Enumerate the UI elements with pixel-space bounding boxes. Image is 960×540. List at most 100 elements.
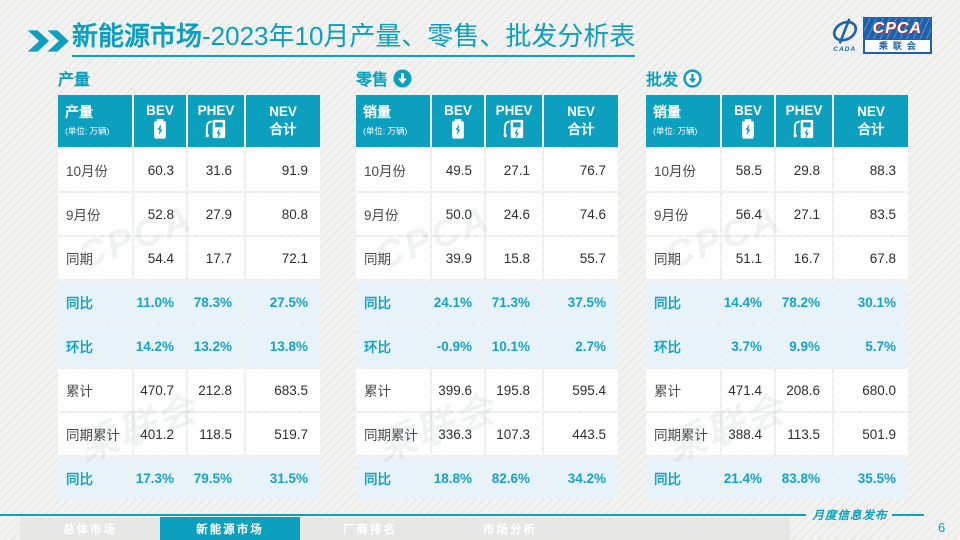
row-label: 10月份 xyxy=(356,149,430,191)
nev-column-label-line1: NEV xyxy=(857,104,885,120)
nev-value: 443.5 xyxy=(544,413,618,455)
bev-value: 14.2% xyxy=(134,325,186,367)
header-phev-cell: PHEV xyxy=(486,95,542,147)
battery-icon xyxy=(742,119,754,139)
table-row: 同比 11.0% 78.3% 27.5% xyxy=(58,281,320,323)
nev-value: 91.9 xyxy=(246,149,320,191)
phev-value: 24.6 xyxy=(486,193,542,235)
nev-value: 31.5% xyxy=(246,457,320,499)
tab-market-analysis[interactable]: 市场分析 xyxy=(483,523,537,536)
header-bev-cell: BEV xyxy=(432,95,484,147)
phev-value: 9.9% xyxy=(776,325,832,367)
cpca-label: CPCA xyxy=(862,17,932,40)
table-row: 同期 39.9 15.8 55.7 xyxy=(356,237,618,279)
section-title: 批发 xyxy=(646,67,908,89)
bev-value: 399.6 xyxy=(432,369,484,411)
phev-value: 82.6% xyxy=(486,457,542,499)
header-bev-cell: BEV xyxy=(134,95,186,147)
title-rest: -2023年10月产量、零售、批发分析表 xyxy=(202,21,636,51)
row-label: 10月份 xyxy=(58,149,132,191)
bev-value: 21.4% xyxy=(722,457,774,499)
charging-station-icon xyxy=(793,119,814,139)
nev-value: 519.7 xyxy=(246,413,320,455)
bev-value: 3.7% xyxy=(722,325,774,367)
cpca-subtitle: 乘联会 xyxy=(862,39,932,55)
table-row: 同期累计 388.4 113.5 501.9 xyxy=(646,413,908,455)
row-label: 9月份 xyxy=(356,193,430,235)
nev-value: 680.0 xyxy=(834,369,908,411)
phev-value: 113.5 xyxy=(776,413,832,455)
bev-column-label: BEV xyxy=(734,103,762,118)
retail-table-section: 零售 销量 (单位: 万辆) BEV PHEV xyxy=(356,67,618,502)
table-body: 10月份 49.5 27.1 76.7 9月份 50.0 24.6 74.6 同期 39.9 15.… xyxy=(356,149,618,499)
table-body: 10月份 58.5 29.8 88.3 9月份 56.4 27.1 83.5 同期 51.1 16.… xyxy=(646,149,908,499)
table-header: 产量 (单位: 万辆) BEV PHEV xyxy=(58,95,320,147)
bev-value: 60.3 xyxy=(134,149,186,191)
row-label: 同比 xyxy=(646,281,720,323)
battery-icon xyxy=(154,119,166,139)
tab-manufacturer-ranking[interactable]: 厂商排名 xyxy=(343,523,397,536)
tab-overall-market[interactable]: 总体市场 xyxy=(63,523,117,536)
phev-value: 27.9 xyxy=(188,193,244,235)
table-row: 同期累计 401.2 118.5 519.7 xyxy=(58,413,320,455)
phev-value: 195.8 xyxy=(486,369,542,411)
nev-value: 72.1 xyxy=(246,237,320,279)
nev-value: 2.7% xyxy=(544,325,618,367)
nev-value: 595.4 xyxy=(544,369,618,411)
bev-value: 14.4% xyxy=(722,281,774,323)
row-label: 同期累计 xyxy=(646,413,720,455)
nev-value: 13.8% xyxy=(246,325,320,367)
nev-column-label-line2: 合计 xyxy=(857,122,885,137)
table-row: 环比 14.2% 13.2% 13.8% xyxy=(58,325,320,367)
header-metric-label: 销量 xyxy=(653,104,681,120)
nev-value: 88.3 xyxy=(834,149,908,191)
phev-value: 78.2% xyxy=(776,281,832,323)
row-label: 同比 xyxy=(356,457,430,499)
row-label: 同期 xyxy=(356,237,430,279)
header-metric-cell: 销量 (单位: 万辆) xyxy=(356,95,430,147)
nev-value: 74.6 xyxy=(544,193,618,235)
row-label: 同比 xyxy=(58,281,132,323)
header-metric-label: 产量 xyxy=(65,104,93,120)
production-table: 产量 (单位: 万辆) BEV PHEV xyxy=(58,95,320,499)
table-row: 累计 399.6 195.8 595.4 xyxy=(356,369,618,411)
nev-value: 80.8 xyxy=(246,193,320,235)
phev-column-label: PHEV xyxy=(495,103,533,118)
phev-value: 208.6 xyxy=(776,369,832,411)
bev-value: 11.0% xyxy=(134,281,186,323)
wholesale-table: 销量 (单位: 万辆) BEV PHEV xyxy=(646,95,908,499)
bev-value: 17.3% xyxy=(134,457,186,499)
table-row: 10月份 58.5 29.8 88.3 xyxy=(646,149,908,191)
phev-value: 212.8 xyxy=(188,369,244,411)
table-row: 9月份 52.8 27.9 80.8 xyxy=(58,193,320,235)
phev-value: 17.7 xyxy=(188,237,244,279)
bev-value: 39.9 xyxy=(432,237,484,279)
phev-value: 107.3 xyxy=(486,413,542,455)
nev-value: 34.2% xyxy=(544,457,618,499)
phev-value: 16.7 xyxy=(776,237,832,279)
bev-value: 24.1% xyxy=(432,281,484,323)
bev-column-label: BEV xyxy=(444,103,472,118)
nev-value: 76.7 xyxy=(544,149,618,191)
title-bar: 新能源市场-2023年10月产量、零售、批发分析表 xyxy=(72,21,636,58)
nev-value: 67.8 xyxy=(834,237,908,279)
header-bev-cell: BEV xyxy=(722,95,774,147)
bev-value: 470.7 xyxy=(134,369,186,411)
table-row: 同期累计 336.3 107.3 443.5 xyxy=(356,413,618,455)
battery-icon xyxy=(452,119,464,139)
bev-value: 471.4 xyxy=(722,369,774,411)
nev-column-label-line2: 合计 xyxy=(567,122,595,137)
header-unit-label: (单位: 万辆) xyxy=(653,126,698,136)
bev-value: -0.9% xyxy=(432,325,484,367)
tab-nev-market[interactable]: 新能源市场 xyxy=(160,517,300,540)
bev-value: 401.2 xyxy=(134,413,186,455)
double-chevron-icon xyxy=(27,26,71,61)
wholesale-table-section: 批发 销量 (单位: 万辆) BEV PHEV xyxy=(646,67,908,502)
phev-value: 118.5 xyxy=(188,413,244,455)
nev-value: 27.5% xyxy=(246,281,320,323)
nev-value: 83.5 xyxy=(834,193,908,235)
title-highlight: 新能源市场 xyxy=(72,21,203,51)
table-header: 销量 (单位: 万辆) BEV PHEV xyxy=(646,95,908,147)
footer-rule-right xyxy=(892,514,924,516)
table-row: 10月份 49.5 27.1 76.7 xyxy=(356,149,618,191)
